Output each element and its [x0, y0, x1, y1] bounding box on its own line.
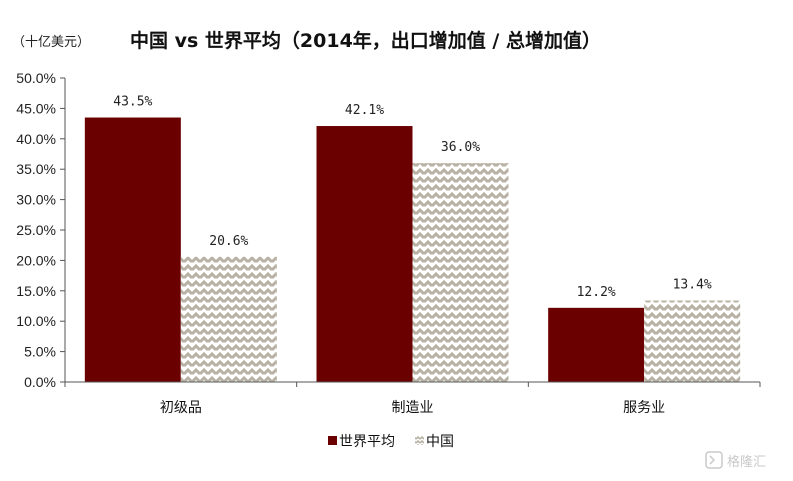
bar-china: [412, 163, 509, 382]
y-tick-label: 45.0%: [16, 100, 56, 116]
y-tick-label: 40.0%: [16, 131, 56, 147]
y-axis-ticks: 0.0% 5.0% 10.0% 15.0% 20.0% 25.0% 30.0% 35.0% 40…: [16, 70, 65, 390]
legend-label: 中国: [426, 434, 454, 450]
watermark-text: 格隆汇: [727, 454, 766, 470]
y-tick-label: 35.0%: [16, 161, 56, 177]
data-label: 13.4%: [673, 278, 712, 293]
bar-world-average: [548, 307, 645, 382]
y-tick-label: 15.0%: [16, 283, 56, 299]
y-tick-label: 20.0%: [16, 252, 56, 268]
y-tick-label: 25.0%: [16, 222, 56, 238]
data-label: 12.2%: [577, 285, 616, 300]
x-category-label: 制造业: [392, 400, 434, 416]
chart-title: 中国 vs 世界平均（2014年，出口增加值 / 总增加值）: [130, 29, 601, 52]
legend: 世界平均 中国: [328, 434, 454, 450]
watermark-logo-icon: [705, 451, 723, 469]
x-axis-categories: 初级品 制造业 服务业: [64, 382, 761, 416]
legend-swatch: [415, 436, 424, 445]
bar-china: [644, 300, 741, 382]
watermark: 格隆汇: [705, 451, 766, 470]
data-label: 20.6%: [209, 234, 248, 249]
bar-world-average: [316, 126, 413, 382]
y-tick-label: 0.0%: [24, 374, 56, 390]
data-label: 42.1%: [345, 103, 384, 118]
data-label: 43.5%: [113, 95, 152, 110]
x-category-label: 服务业: [623, 400, 665, 416]
bar-china: [180, 256, 277, 382]
y-tick-label: 30.0%: [16, 192, 56, 208]
data-labels: 43.5% 20.6% 42.1% 36.0% 12.2% 13.4%: [113, 95, 712, 300]
y-tick-label: 50.0%: [16, 70, 56, 86]
data-label: 36.0%: [441, 140, 480, 155]
legend-swatch: [328, 436, 337, 445]
y-tick-label: 10.0%: [16, 313, 56, 329]
x-category-label: 初级品: [160, 399, 202, 416]
bars: [84, 117, 741, 383]
legend-label: 世界平均: [339, 434, 395, 450]
y-tick-label: 5.0%: [24, 344, 56, 360]
bar-world-average: [84, 117, 181, 383]
unit-label: （十亿美元）: [12, 35, 90, 50]
